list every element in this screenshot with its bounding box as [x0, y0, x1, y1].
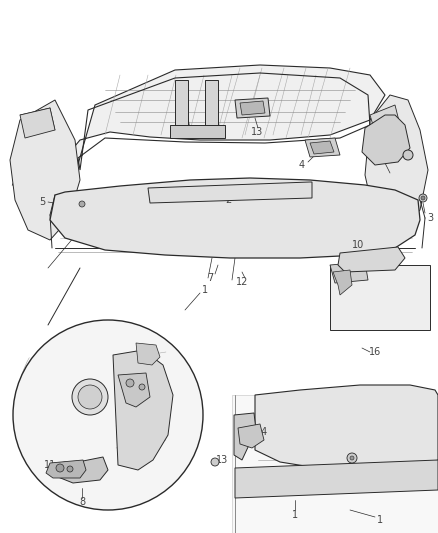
Polygon shape — [370, 105, 400, 132]
Text: 10: 10 — [239, 438, 251, 448]
Polygon shape — [20, 108, 55, 138]
Polygon shape — [148, 182, 312, 203]
Polygon shape — [58, 457, 108, 483]
Polygon shape — [240, 101, 265, 115]
Polygon shape — [235, 98, 270, 118]
Polygon shape — [175, 80, 188, 135]
Circle shape — [13, 320, 203, 510]
Text: 11: 11 — [44, 460, 56, 470]
Polygon shape — [234, 413, 256, 460]
Polygon shape — [238, 424, 264, 448]
Polygon shape — [232, 395, 438, 533]
Polygon shape — [136, 343, 160, 365]
Polygon shape — [255, 385, 438, 472]
Circle shape — [56, 464, 64, 472]
Text: 8: 8 — [79, 497, 85, 507]
Text: 7: 7 — [207, 273, 213, 283]
Polygon shape — [330, 265, 430, 330]
Circle shape — [72, 379, 108, 415]
Text: 12: 12 — [236, 277, 248, 287]
Polygon shape — [113, 350, 173, 470]
Circle shape — [403, 150, 413, 160]
Polygon shape — [235, 460, 438, 498]
Text: 1: 1 — [292, 510, 298, 520]
Text: 14: 14 — [256, 427, 268, 437]
Polygon shape — [170, 125, 225, 138]
Polygon shape — [338, 247, 405, 272]
Text: 1: 1 — [377, 515, 383, 525]
Circle shape — [67, 466, 73, 472]
Polygon shape — [205, 80, 218, 135]
Circle shape — [347, 453, 357, 463]
Polygon shape — [65, 65, 385, 175]
Polygon shape — [365, 95, 428, 230]
Text: 4: 4 — [299, 160, 305, 170]
Polygon shape — [10, 100, 80, 240]
Text: 5: 5 — [39, 197, 45, 207]
Polygon shape — [333, 270, 352, 295]
Polygon shape — [330, 262, 368, 283]
Circle shape — [419, 194, 427, 202]
Polygon shape — [118, 373, 150, 407]
Polygon shape — [50, 178, 420, 258]
Text: 13: 13 — [216, 455, 228, 465]
Circle shape — [79, 201, 85, 207]
Polygon shape — [310, 141, 334, 154]
Text: 13: 13 — [251, 127, 263, 137]
Text: 1: 1 — [387, 155, 393, 165]
Polygon shape — [46, 460, 86, 478]
Circle shape — [126, 379, 134, 387]
Text: 9: 9 — [352, 270, 358, 280]
Text: 1: 1 — [202, 285, 208, 295]
Circle shape — [350, 456, 354, 460]
Text: 3: 3 — [427, 213, 433, 223]
Circle shape — [421, 196, 425, 200]
Text: 16: 16 — [369, 347, 381, 357]
Polygon shape — [305, 138, 340, 157]
Polygon shape — [362, 115, 410, 165]
Text: 10: 10 — [352, 240, 364, 250]
Circle shape — [78, 385, 102, 409]
Text: 2: 2 — [225, 195, 231, 205]
Circle shape — [139, 384, 145, 390]
Circle shape — [211, 458, 219, 466]
